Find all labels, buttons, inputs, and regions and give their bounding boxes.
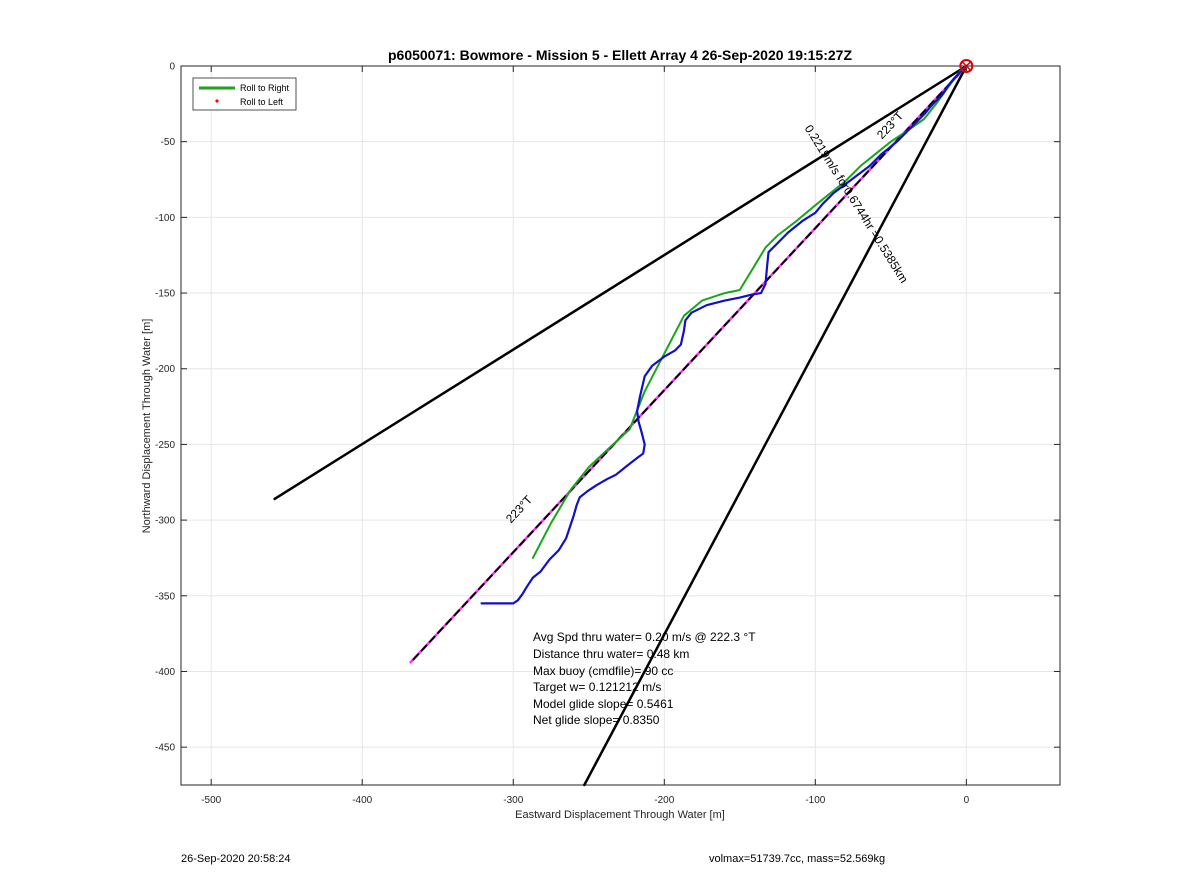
y-tick-label: -300 bbox=[155, 516, 175, 527]
stat-model-glide-slope: Model glide slope= 0.5461 bbox=[533, 697, 674, 711]
course-label-far: 223°T bbox=[503, 492, 536, 526]
y-axis-ticks: 0 -50 -100 -150 -200 -250 -300 -350 -400 -450 bbox=[155, 62, 1060, 754]
footer-timestamp: 26-Sep-2020 20:58:24 bbox=[181, 853, 291, 865]
start-marker-cross bbox=[960, 60, 972, 72]
footer-specs: volmax=51739.7cc, mass=52.569kg bbox=[709, 853, 886, 865]
y-tick-label: -250 bbox=[155, 440, 175, 451]
series-line-3 bbox=[409, 65, 968, 664]
y-tick-label: -450 bbox=[155, 743, 175, 754]
series-line-5 bbox=[480, 66, 967, 605]
grid-lines bbox=[181, 65, 1060, 785]
legend-label-roll-right: Roll to Right bbox=[240, 83, 290, 93]
stat-distance: Distance thru water= 0.48 km bbox=[533, 647, 689, 661]
series-line-0 bbox=[273, 64, 968, 501]
y-tick-label: -350 bbox=[155, 591, 175, 602]
x-tick-label: -400 bbox=[352, 795, 372, 806]
legend-label-roll-left: Roll to Left bbox=[240, 97, 284, 107]
x-axis-label: Eastward Displacement Through Water [m] bbox=[515, 809, 725, 821]
y-tick-label: -400 bbox=[155, 667, 175, 678]
series-line-1 bbox=[583, 64, 968, 787]
y-axis-label: Northward Displacement Through Water [m] bbox=[141, 319, 153, 534]
stat-max-buoy: Max buoy (cmdfile)= 90 cc bbox=[533, 664, 673, 678]
y-tick-label: -50 bbox=[161, 137, 176, 148]
x-tick-label: -100 bbox=[805, 795, 825, 806]
y-tick-label: -150 bbox=[155, 289, 175, 300]
legend: Roll to Right Roll to Left bbox=[192, 77, 297, 111]
stats-block: Avg Spd thru water= 0.20 m/s @ 222.3 °T … bbox=[533, 630, 756, 727]
x-tick-label: -500 bbox=[201, 795, 221, 806]
stat-avg-speed: Avg Spd thru water= 0.20 m/s @ 222.3 °T bbox=[533, 630, 756, 644]
legend-swatch-roll-left bbox=[215, 99, 219, 103]
x-axis-ticks: -500 -400 -300 -200 -100 0 bbox=[201, 66, 970, 806]
y-tick-label: 0 bbox=[169, 62, 175, 73]
stat-net-glide-slope: Net glide slope= 0.8350 bbox=[533, 713, 660, 727]
y-tick-label: -200 bbox=[155, 364, 175, 375]
y-tick-label: -100 bbox=[155, 213, 175, 224]
start-marker-ring bbox=[959, 59, 974, 73]
chart-title: p6050071: Bowmore - Mission 5 - Ellett A… bbox=[388, 47, 852, 63]
stat-target-w: Target w= 0.121212 m/s bbox=[533, 680, 661, 694]
start-marker bbox=[959, 59, 974, 73]
legend-box bbox=[192, 77, 297, 111]
plot-frame bbox=[180, 65, 1061, 786]
series-group bbox=[273, 64, 968, 787]
x-tick-label: 0 bbox=[964, 795, 970, 806]
x-tick-label: -300 bbox=[503, 795, 523, 806]
x-tick-label: -200 bbox=[654, 795, 674, 806]
